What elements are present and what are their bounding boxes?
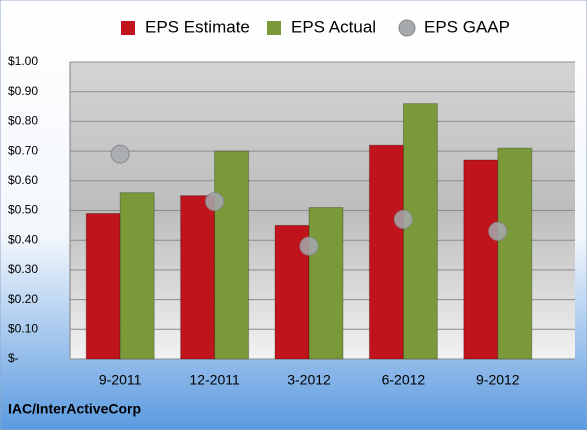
footnote: IAC/InterActiveCorp [8, 401, 141, 417]
bar [497, 147, 533, 360]
point [205, 192, 225, 212]
legend-marker [121, 21, 135, 35]
y-tick-label: $- [8, 351, 19, 365]
point [299, 236, 319, 256]
y-tick-label: $0.40 [8, 232, 38, 246]
bar [180, 195, 216, 360]
y-tick-label: $0.20 [8, 292, 38, 306]
legend-marker [398, 19, 416, 37]
bar [368, 144, 404, 360]
bar [402, 103, 438, 360]
y-tick-label: $0.80 [8, 114, 38, 128]
x-tick-label: 9-2012 [476, 372, 520, 388]
x-tick-label: 6-2012 [382, 372, 426, 388]
x-tick-label: 12-2011 [189, 372, 240, 388]
y-tick-label: $0.60 [8, 173, 38, 187]
legend-label: EPS GAAP [424, 17, 510, 36]
bar [308, 207, 344, 360]
y-tick-label: $0.30 [8, 262, 38, 276]
bar [463, 159, 499, 360]
point [110, 144, 130, 164]
y-tick-label: $0.50 [8, 203, 38, 217]
y-tick-label: $0.70 [8, 143, 38, 157]
y-tick-label: $1.00 [8, 54, 38, 68]
point [393, 209, 413, 229]
bar [214, 150, 250, 360]
legend-marker [267, 21, 281, 35]
bar [119, 192, 155, 360]
point [488, 221, 508, 241]
legend-label: EPS Actual [291, 17, 376, 36]
x-tick-label: 9-2011 [99, 372, 142, 388]
x-tick-label: 3-2012 [287, 372, 331, 388]
y-tick-label: $0.90 [8, 84, 38, 98]
y-tick-label: $0.10 [8, 321, 38, 335]
bar [85, 212, 121, 360]
legend-label: EPS Estimate [145, 17, 250, 36]
